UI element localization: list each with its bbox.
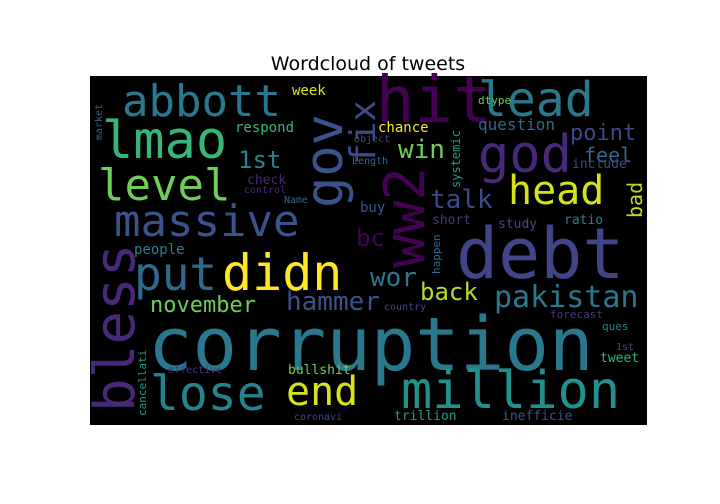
- word-bullshit: bullshit: [288, 363, 351, 378]
- word-debt: debt: [456, 213, 625, 295]
- word-back: back: [420, 278, 478, 306]
- word-name: Name: [284, 195, 308, 206]
- word-ratio: ratio: [564, 213, 603, 228]
- word-massive: massive: [114, 196, 299, 247]
- word-control: control: [244, 185, 286, 196]
- word-1st: 1st: [238, 146, 281, 174]
- word-include: include: [572, 157, 627, 172]
- word-happen: happen: [430, 234, 443, 274]
- word-cancellati: cancellati: [136, 350, 149, 416]
- chart-title: Wordcloud of tweets: [271, 53, 465, 75]
- word-lmao: lmao: [102, 111, 227, 171]
- word-study: study: [498, 217, 537, 232]
- word-bad: bad: [623, 182, 647, 218]
- word-trillion: trillion: [394, 409, 457, 424]
- word-put: put: [134, 247, 217, 301]
- word-inefficie: inefficie: [502, 409, 573, 424]
- word-million: million: [401, 361, 620, 421]
- word-hammer: hammer: [286, 287, 380, 317]
- word-country: country: [384, 302, 426, 313]
- word-point: point: [570, 121, 636, 146]
- word-god: god: [478, 125, 572, 185]
- word-hit: hit: [376, 64, 492, 138]
- word-bless: bless: [83, 243, 148, 412]
- word-didn: didn: [222, 244, 342, 302]
- word-win: win: [398, 135, 445, 165]
- word-bc: bc: [356, 224, 385, 252]
- word-effective: effective: [168, 365, 222, 376]
- word-systemic: systemic: [449, 130, 463, 188]
- word-tweet: tweet: [600, 351, 639, 366]
- word-chance: chance: [378, 120, 429, 136]
- word-lead: lead: [478, 72, 594, 128]
- word-forecast: forecast: [550, 308, 603, 321]
- word-short: short: [432, 213, 471, 228]
- word-pakistan: pakistan: [494, 280, 639, 315]
- wordcloud-background: [90, 76, 647, 425]
- word-week: week: [292, 83, 326, 99]
- word-fix: fix: [343, 100, 384, 165]
- word-length: Length: [352, 156, 388, 167]
- word-november: november: [150, 293, 256, 318]
- word-corruption: corruption: [148, 302, 594, 388]
- word-wor: wor: [370, 263, 417, 293]
- word-respond: respond: [235, 120, 294, 136]
- word-level: level: [98, 160, 230, 211]
- word-ww2: ww2: [373, 167, 438, 268]
- word-dtype: dtype: [478, 94, 511, 107]
- word-head: head: [508, 168, 604, 214]
- word-lose: lose: [150, 366, 266, 422]
- word-feel: feel: [584, 143, 632, 167]
- word-abbott: abbott: [122, 76, 281, 127]
- word-gov: gov: [295, 114, 355, 208]
- word-buy: buy: [360, 200, 385, 216]
- word-check: check: [247, 173, 286, 188]
- word-object: object: [354, 134, 390, 145]
- word-coronavi: coronavi: [294, 412, 342, 423]
- word-ques: ques: [602, 320, 629, 333]
- word-talk: talk: [430, 185, 493, 215]
- word-market: market: [94, 104, 105, 140]
- word-question: question: [478, 115, 555, 134]
- word-1st: 1st: [616, 342, 634, 353]
- word-end: end: [286, 369, 358, 415]
- word-people: people: [134, 242, 185, 258]
